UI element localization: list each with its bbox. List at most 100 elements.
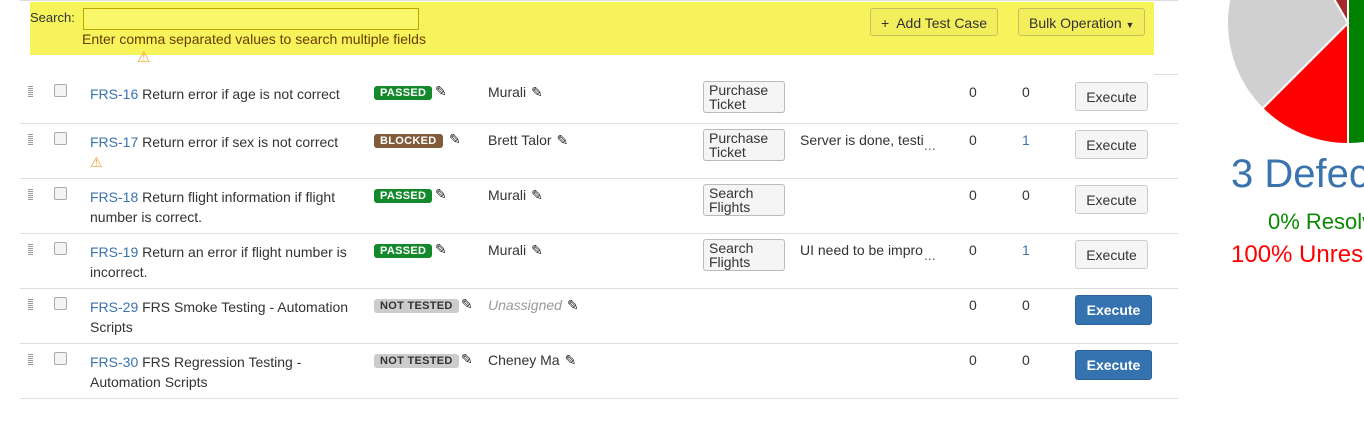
warning-icon: ⚠ xyxy=(90,154,103,170)
row-checkbox[interactable] xyxy=(54,297,67,310)
drag-handle-icon[interactable] xyxy=(28,243,33,255)
issue-key-link[interactable]: FRS-18 xyxy=(90,189,139,205)
linked-count[interactable]: 1 xyxy=(1022,132,1030,148)
add-test-case-label: Add Test Case xyxy=(896,15,987,31)
component-tag: Purchase Ticket xyxy=(703,81,785,113)
table-row: FRS-17 Return error if sex is not correc… xyxy=(20,123,1178,178)
defect-count: 0 xyxy=(969,242,977,258)
linked-count: 0 xyxy=(1022,297,1030,313)
edit-status-pencil-icon[interactable]: ✎ xyxy=(461,351,473,367)
drag-handle-icon[interactable] xyxy=(28,353,33,365)
edit-assignee-pencil-icon[interactable]: ✎ xyxy=(564,352,577,368)
status-badge[interactable]: BLOCKED xyxy=(374,134,443,148)
bulk-operation-label: Bulk Operation xyxy=(1029,15,1122,31)
add-test-case-button[interactable]: + Add Test Case xyxy=(870,8,998,36)
defects-pie-chart xyxy=(1226,0,1364,146)
test-case-summary: Return error if age is not correct xyxy=(142,86,340,102)
test-case-summary: Return error if sex is not correct xyxy=(142,134,339,150)
row-checkbox[interactable] xyxy=(54,352,67,365)
issue-key-link[interactable]: FRS-17 xyxy=(90,134,139,150)
defect-count: 0 xyxy=(969,297,977,313)
assignee: Unassigned xyxy=(488,297,562,313)
row-divider xyxy=(20,233,1178,234)
status-badge[interactable]: PASSED xyxy=(374,244,433,258)
component-tag: Search Flights xyxy=(703,184,785,216)
test-case-title: FRS-30 FRS Regression Testing - Automati… xyxy=(90,352,370,392)
issue-key-link[interactable]: FRS-19 xyxy=(90,244,139,260)
test-case-summary: Return an error if flight number is inco… xyxy=(90,244,347,280)
more-ellipsis[interactable]: ... xyxy=(924,247,936,263)
test-case-title: FRS-17 Return error if sex is not correc… xyxy=(90,132,370,172)
drag-handle-icon[interactable] xyxy=(28,188,33,200)
pie-slice-other xyxy=(1226,0,1350,110)
defect-count: 0 xyxy=(969,132,977,148)
defects-count: 3 Defec xyxy=(1231,152,1364,196)
resolved-percent: 0% Resolv xyxy=(1268,209,1364,234)
execute-button[interactable]: Execute xyxy=(1075,130,1148,159)
table-row: FRS-19 Return an error if flight number … xyxy=(20,233,1178,288)
linked-count: 0 xyxy=(1022,352,1030,368)
linked-count: 0 xyxy=(1022,187,1030,203)
status-badge[interactable]: NOT TESTED xyxy=(374,299,459,313)
issue-key-link[interactable]: FRS-30 xyxy=(90,354,139,370)
more-ellipsis[interactable]: ... xyxy=(924,137,936,153)
edit-assignee-pencil-icon[interactable]: ✎ xyxy=(566,297,579,313)
pie-slice-resolved xyxy=(1347,0,1364,146)
row-checkbox[interactable] xyxy=(54,187,67,200)
edit-status-pencil-icon[interactable]: ✎ xyxy=(435,186,447,202)
test-case-summary: FRS Smoke Testing - Automation Scripts xyxy=(90,299,349,335)
assignee: Cheney Ma xyxy=(488,352,560,368)
top-divider xyxy=(20,0,1178,1)
test-case-summary: Return flight information if flight numb… xyxy=(90,189,336,225)
execute-button[interactable]: Execute xyxy=(1075,185,1148,214)
assignee: Murali xyxy=(488,84,527,100)
divider xyxy=(1154,74,1178,75)
comment-text: UI need to be impro xyxy=(800,242,923,258)
row-checkbox[interactable] xyxy=(54,242,67,255)
edit-assignee-pencil-icon[interactable]: ✎ xyxy=(556,132,569,148)
warning-icon: ⚠ xyxy=(137,49,151,66)
issue-key-link[interactable]: FRS-29 xyxy=(90,299,139,315)
edit-assignee-pencil-icon[interactable]: ✎ xyxy=(531,84,543,100)
drag-handle-icon[interactable] xyxy=(28,298,33,310)
plus-icon: + xyxy=(881,15,890,31)
drag-handle-icon[interactable] xyxy=(28,133,33,145)
linked-count[interactable]: 1 xyxy=(1022,242,1030,258)
edit-status-pencil-icon[interactable]: ✎ xyxy=(461,296,473,312)
search-label: Search: xyxy=(30,10,75,25)
row-divider xyxy=(20,343,1178,344)
execute-button[interactable]: Execute xyxy=(1075,350,1152,380)
edit-status-pencil-icon[interactable]: ✎ xyxy=(449,131,461,147)
test-case-title: FRS-29 FRS Smoke Testing - Automation Sc… xyxy=(90,297,370,337)
pie-slice-unresolved xyxy=(1261,20,1349,146)
row-checkbox[interactable] xyxy=(54,132,67,145)
status-badge[interactable]: PASSED xyxy=(374,189,433,203)
unresolved-percent: 100% Unres xyxy=(1231,241,1364,268)
table-row: FRS-30 FRS Regression Testing - Automati… xyxy=(20,343,1178,398)
table-row: FRS-16 Return error if age is not correc… xyxy=(20,75,1178,123)
status-badge[interactable]: PASSED xyxy=(374,86,433,100)
drag-handle-icon[interactable] xyxy=(28,85,33,97)
bulk-operation-button[interactable]: Bulk Operation ▼ xyxy=(1018,8,1146,36)
row-checkbox[interactable] xyxy=(54,84,67,97)
defect-count: 0 xyxy=(969,187,977,203)
search-input[interactable] xyxy=(83,8,419,30)
comment-text: Server is done, testi xyxy=(800,132,924,148)
execute-button[interactable]: Execute xyxy=(1075,240,1148,269)
edit-assignee-pencil-icon[interactable]: ✎ xyxy=(531,242,543,258)
table-row: FRS-18 Return flight information if flig… xyxy=(20,178,1178,233)
execute-button[interactable]: Execute xyxy=(1075,295,1152,325)
status-badge[interactable]: NOT TESTED xyxy=(374,354,459,368)
component-tag: Purchase Ticket xyxy=(703,129,785,161)
linked-count: 0 xyxy=(1022,84,1030,100)
issue-key-link[interactable]: FRS-16 xyxy=(90,86,139,102)
edit-status-pencil-icon[interactable]: ✎ xyxy=(435,83,447,99)
test-case-title: FRS-16 Return error if age is not correc… xyxy=(90,84,370,104)
assignee: Brett Talor xyxy=(488,132,552,148)
edit-status-pencil-icon[interactable]: ✎ xyxy=(435,241,447,257)
row-divider xyxy=(20,288,1178,289)
execute-button[interactable]: Execute xyxy=(1075,82,1148,111)
edit-assignee-pencil-icon[interactable]: ✎ xyxy=(531,187,543,203)
test-case-title: FRS-18 Return flight information if flig… xyxy=(90,187,370,227)
table-row: FRS-29 FRS Smoke Testing - Automation Sc… xyxy=(20,288,1178,343)
